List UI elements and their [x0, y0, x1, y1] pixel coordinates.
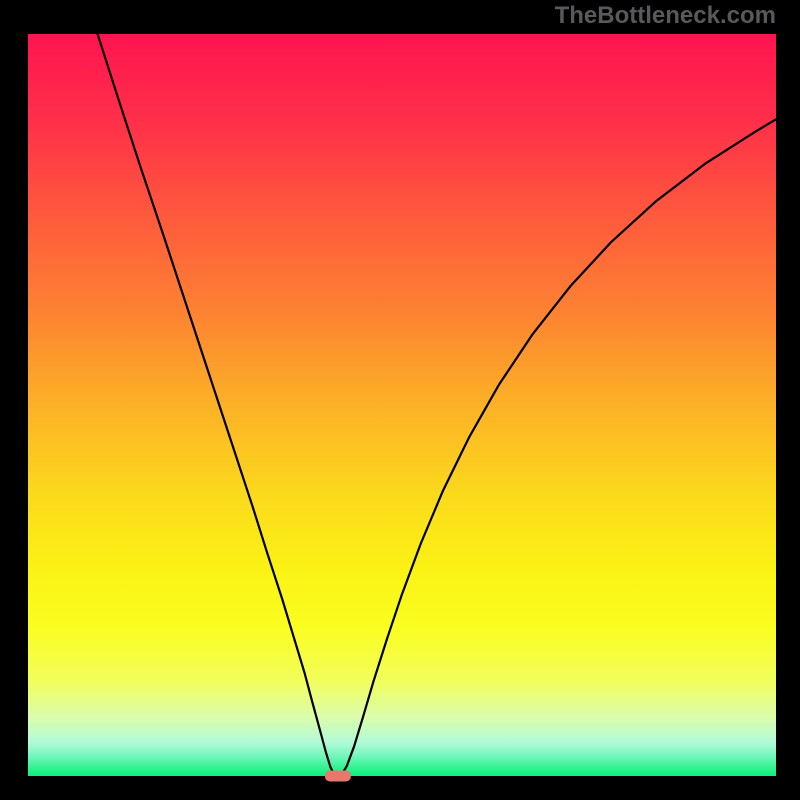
bottleneck-curve [28, 34, 776, 776]
minimum-marker [325, 770, 351, 781]
plot-area [28, 34, 776, 776]
curve-path [98, 34, 776, 776]
watermark-text: TheBottleneck.com [555, 2, 776, 30]
chart-frame: TheBottleneck.com [0, 0, 800, 800]
